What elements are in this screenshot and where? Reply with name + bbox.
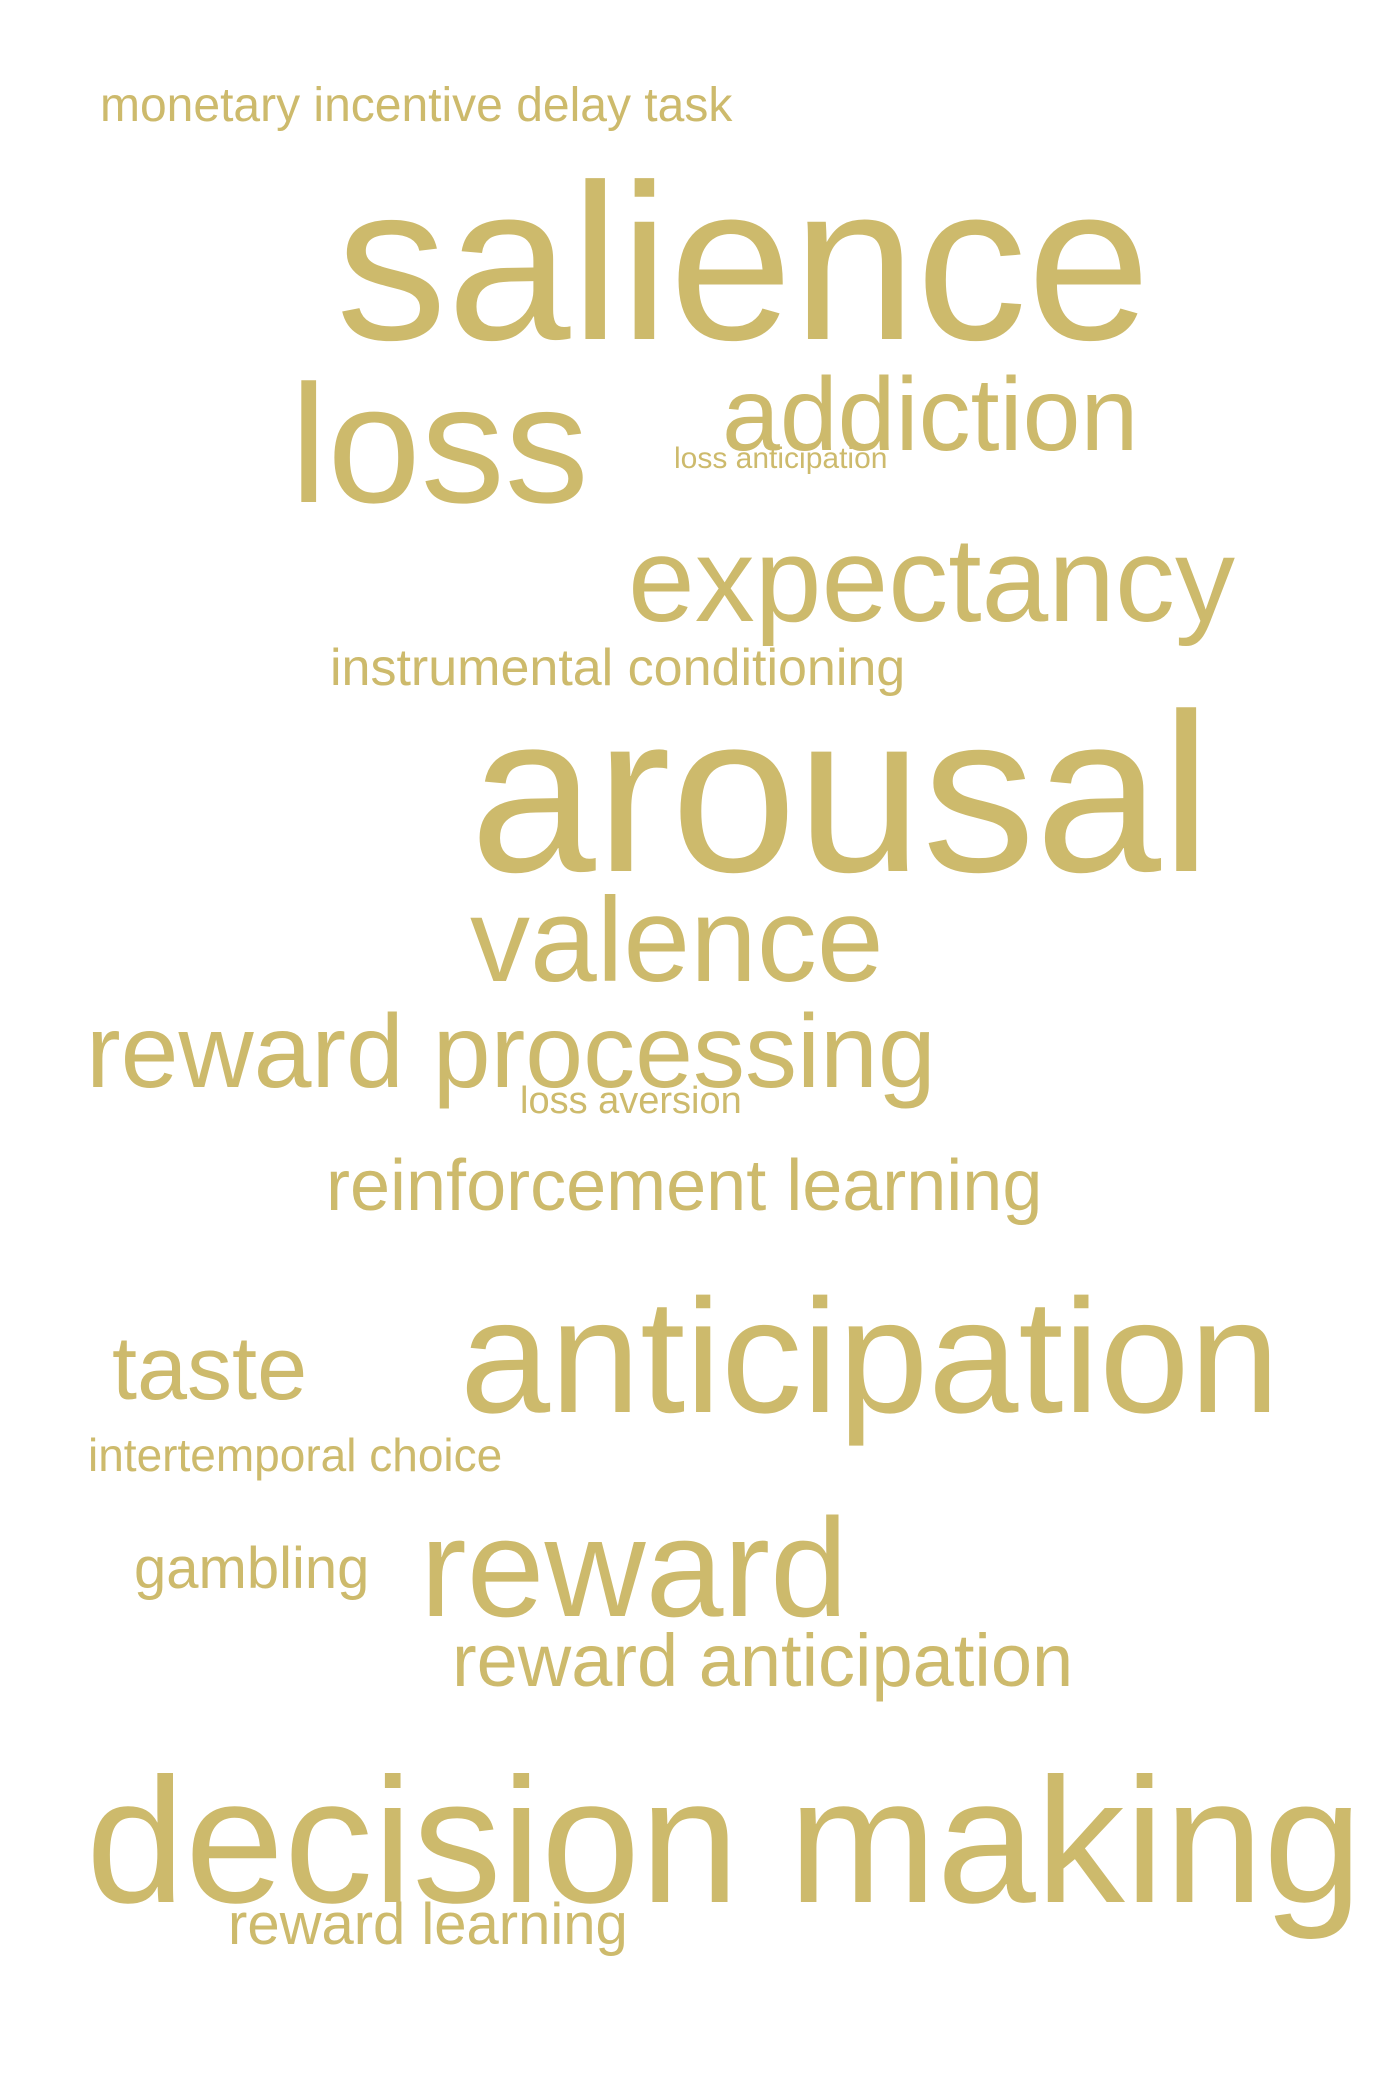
word-taste: taste xyxy=(112,1319,308,1419)
word-instrumental-conditioning: instrumental conditioning xyxy=(330,639,906,697)
word-arousal: arousal xyxy=(470,666,1212,919)
word-expectancy: expectancy xyxy=(628,513,1236,647)
word-reward-learning: reward learning xyxy=(228,1892,628,1957)
word-salience: salience xyxy=(336,139,1151,387)
word-loss-aversion: loss aversion xyxy=(520,1080,742,1122)
word-valence: valence xyxy=(470,873,884,1007)
word-intertemporal-choice: intertemporal choice xyxy=(88,1429,503,1481)
word-decision-making: decision making xyxy=(86,1741,1363,1940)
word-anticipation: anticipation xyxy=(460,1266,1280,1447)
word-reward: reward xyxy=(420,1489,848,1646)
word-monetary-incentive-delay-task: monetary incentive delay task xyxy=(100,79,733,132)
word-reward-anticipation: reward anticipation xyxy=(452,1619,1074,1702)
word-addiction: addiction xyxy=(722,357,1139,473)
word-loss: loss xyxy=(290,350,589,538)
word-reinforcement-learning: reinforcement learning xyxy=(326,1146,1043,1226)
word-reward-processing: reward processing xyxy=(86,994,936,1110)
word-gambling: gambling xyxy=(134,1536,370,1601)
word-loss-anticipation: loss anticipation xyxy=(674,442,888,475)
